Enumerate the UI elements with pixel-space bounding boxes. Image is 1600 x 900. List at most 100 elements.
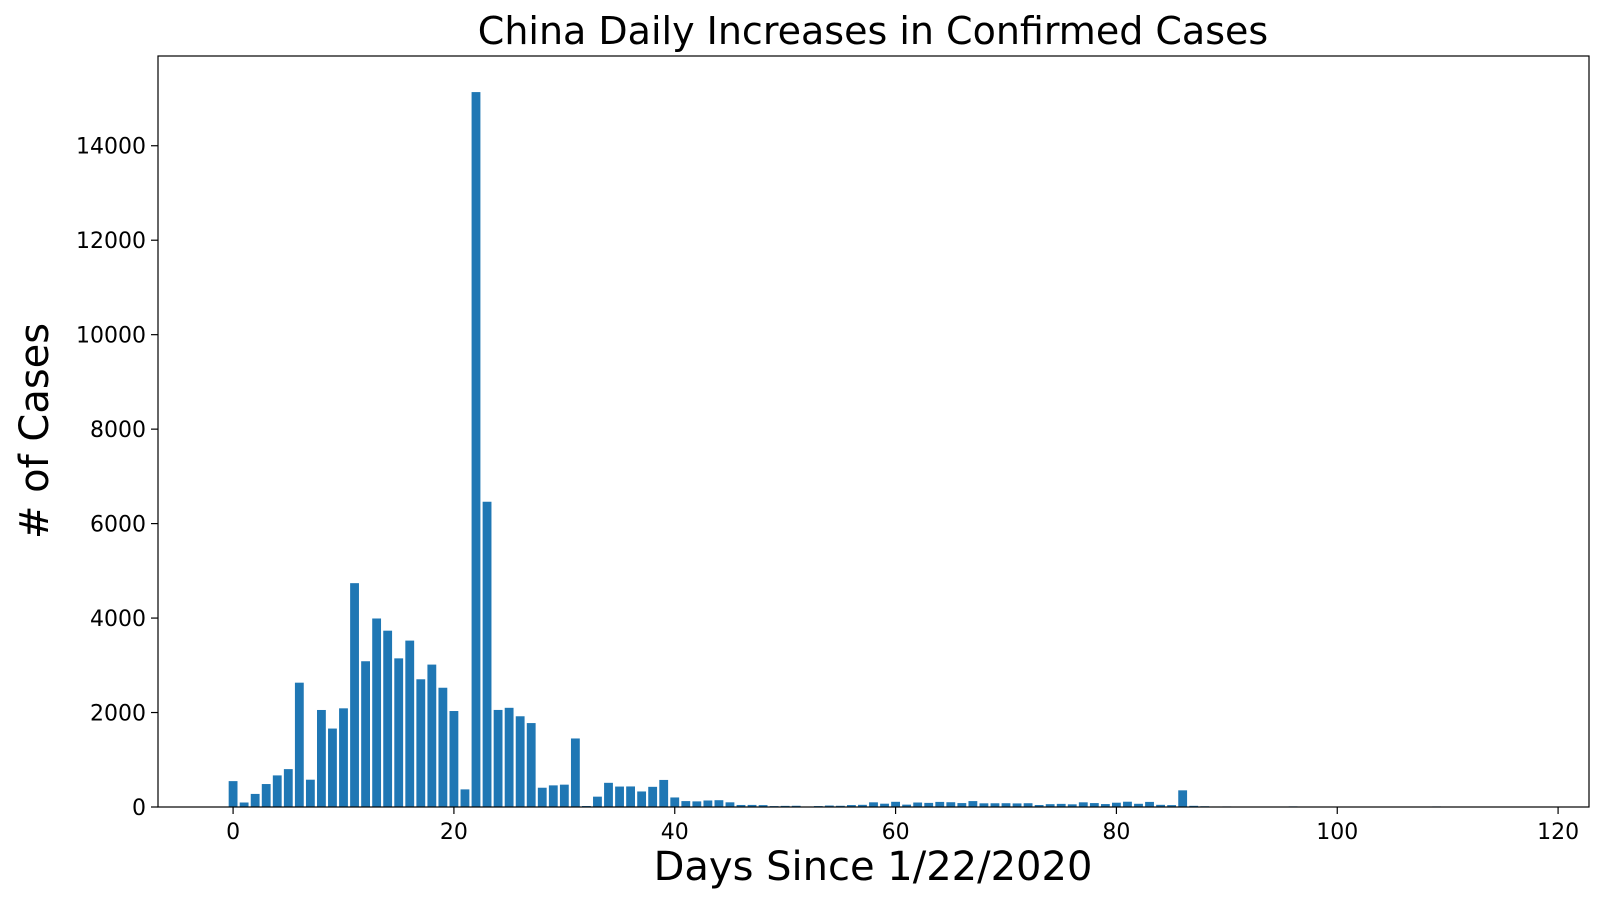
x-tick-label: 0 [226,820,240,845]
bar-day-63 [924,802,934,807]
y-tick-label: 10000 [76,324,146,349]
bar-day-84 [1156,804,1165,807]
bar-day-60 [891,801,900,807]
bar-day-2 [250,793,260,807]
bar-day-56 [847,805,856,807]
bar-day-22 [471,92,481,808]
bar-day-48 [758,805,768,807]
x-tick-label: 100 [1316,820,1358,845]
bar-day-57 [858,804,867,807]
bar-day-66 [957,803,967,807]
bar-day-81 [1123,801,1132,807]
bar-day-42 [692,801,702,807]
bar-day-4 [272,775,282,807]
bar-day-68 [979,803,989,807]
bar-day-80 [1112,802,1121,807]
bar-day-67 [968,801,978,807]
y-tick-label: 4000 [90,607,146,632]
bar-day-78 [1089,803,1099,807]
bar-day-36 [626,786,635,807]
chart-title: China Daily Increases in Confirmed Cases [478,9,1268,53]
bar-day-13 [372,618,382,807]
y-axis-label: # of Cases [12,323,58,539]
bar-day-43 [703,800,713,807]
x-axis-label: Days Since 1/22/2020 [654,844,1093,890]
bar-day-45 [725,802,735,807]
bar-day-72 [1023,803,1033,807]
bar-day-69 [990,803,1000,807]
bar-day-79 [1100,804,1110,807]
bar-day-0 [228,781,238,807]
bar-day-17 [416,679,426,807]
bar-day-12 [361,661,370,807]
bar-day-7 [305,779,315,807]
bar-day-21 [460,789,470,807]
bar-day-8 [317,709,326,807]
bar-day-82 [1134,803,1143,807]
bar-day-33 [593,796,602,807]
bar-day-65 [946,802,956,807]
bar-day-39 [659,779,669,807]
bar-day-41 [681,801,691,807]
bar-day-38 [648,786,658,807]
bars-group [228,92,1530,808]
bar-day-1 [239,802,249,807]
bar-day-6 [294,682,304,807]
bar-day-62 [913,802,923,807]
y-tick-label: 14000 [76,135,146,160]
bar-day-71 [1012,803,1022,807]
x-tick-label: 40 [661,820,689,845]
bar-day-29 [548,785,558,807]
bar-day-76 [1067,804,1077,807]
bar-day-44 [714,800,724,807]
bar-day-10 [339,708,348,807]
bar-day-54 [824,805,834,807]
bar-day-83 [1145,801,1154,807]
bar-day-59 [880,803,889,807]
bar-day-16 [405,640,415,807]
bar-day-77 [1078,802,1088,807]
bar-day-40 [670,797,680,807]
bar-day-18 [427,664,437,807]
y-tick-label: 6000 [90,513,146,538]
bar-day-9 [328,728,337,807]
x-tick-label: 120 [1537,820,1579,845]
bar-day-75 [1056,803,1066,807]
y-tick-label: 0 [132,796,146,821]
x-tick-label: 60 [882,820,910,845]
bar-day-46 [736,804,746,807]
bar-day-28 [537,787,547,807]
bar-day-70 [1001,803,1011,807]
bar-day-58 [869,802,878,807]
bar-day-23 [482,501,492,807]
bar-day-73 [1034,805,1044,807]
x-axis-ticks: 0 20 40 60 80 100 120 [226,807,1579,845]
bar-day-74 [1045,804,1055,807]
bar-day-5 [283,769,293,807]
plot-frame [157,55,1590,808]
bar-day-27 [526,723,536,807]
y-axis-ticks: 0 2000 4000 6000 8000 10000 12000 14000 [76,135,158,821]
bar-day-51 [791,805,801,807]
bar-day-3 [261,784,271,807]
bar-day-24 [493,709,503,807]
bar-day-31 [570,738,580,807]
bar-day-37 [637,791,647,807]
y-tick-label: 8000 [90,418,146,443]
bar-day-34 [604,782,613,807]
bar-day-25 [504,707,514,807]
bar-day-61 [902,804,912,807]
x-tick-label: 80 [1102,820,1130,845]
bar-day-14 [383,630,393,807]
x-tick-label: 20 [440,820,468,845]
bar-day-86 [1178,790,1188,807]
bar-day-19 [438,687,448,807]
bar-day-55 [835,805,845,807]
y-tick-label: 12000 [76,229,146,254]
bar-day-15 [394,658,404,807]
y-tick-label: 2000 [90,702,146,727]
bar-day-30 [559,784,569,807]
bar-day-11 [350,583,359,807]
